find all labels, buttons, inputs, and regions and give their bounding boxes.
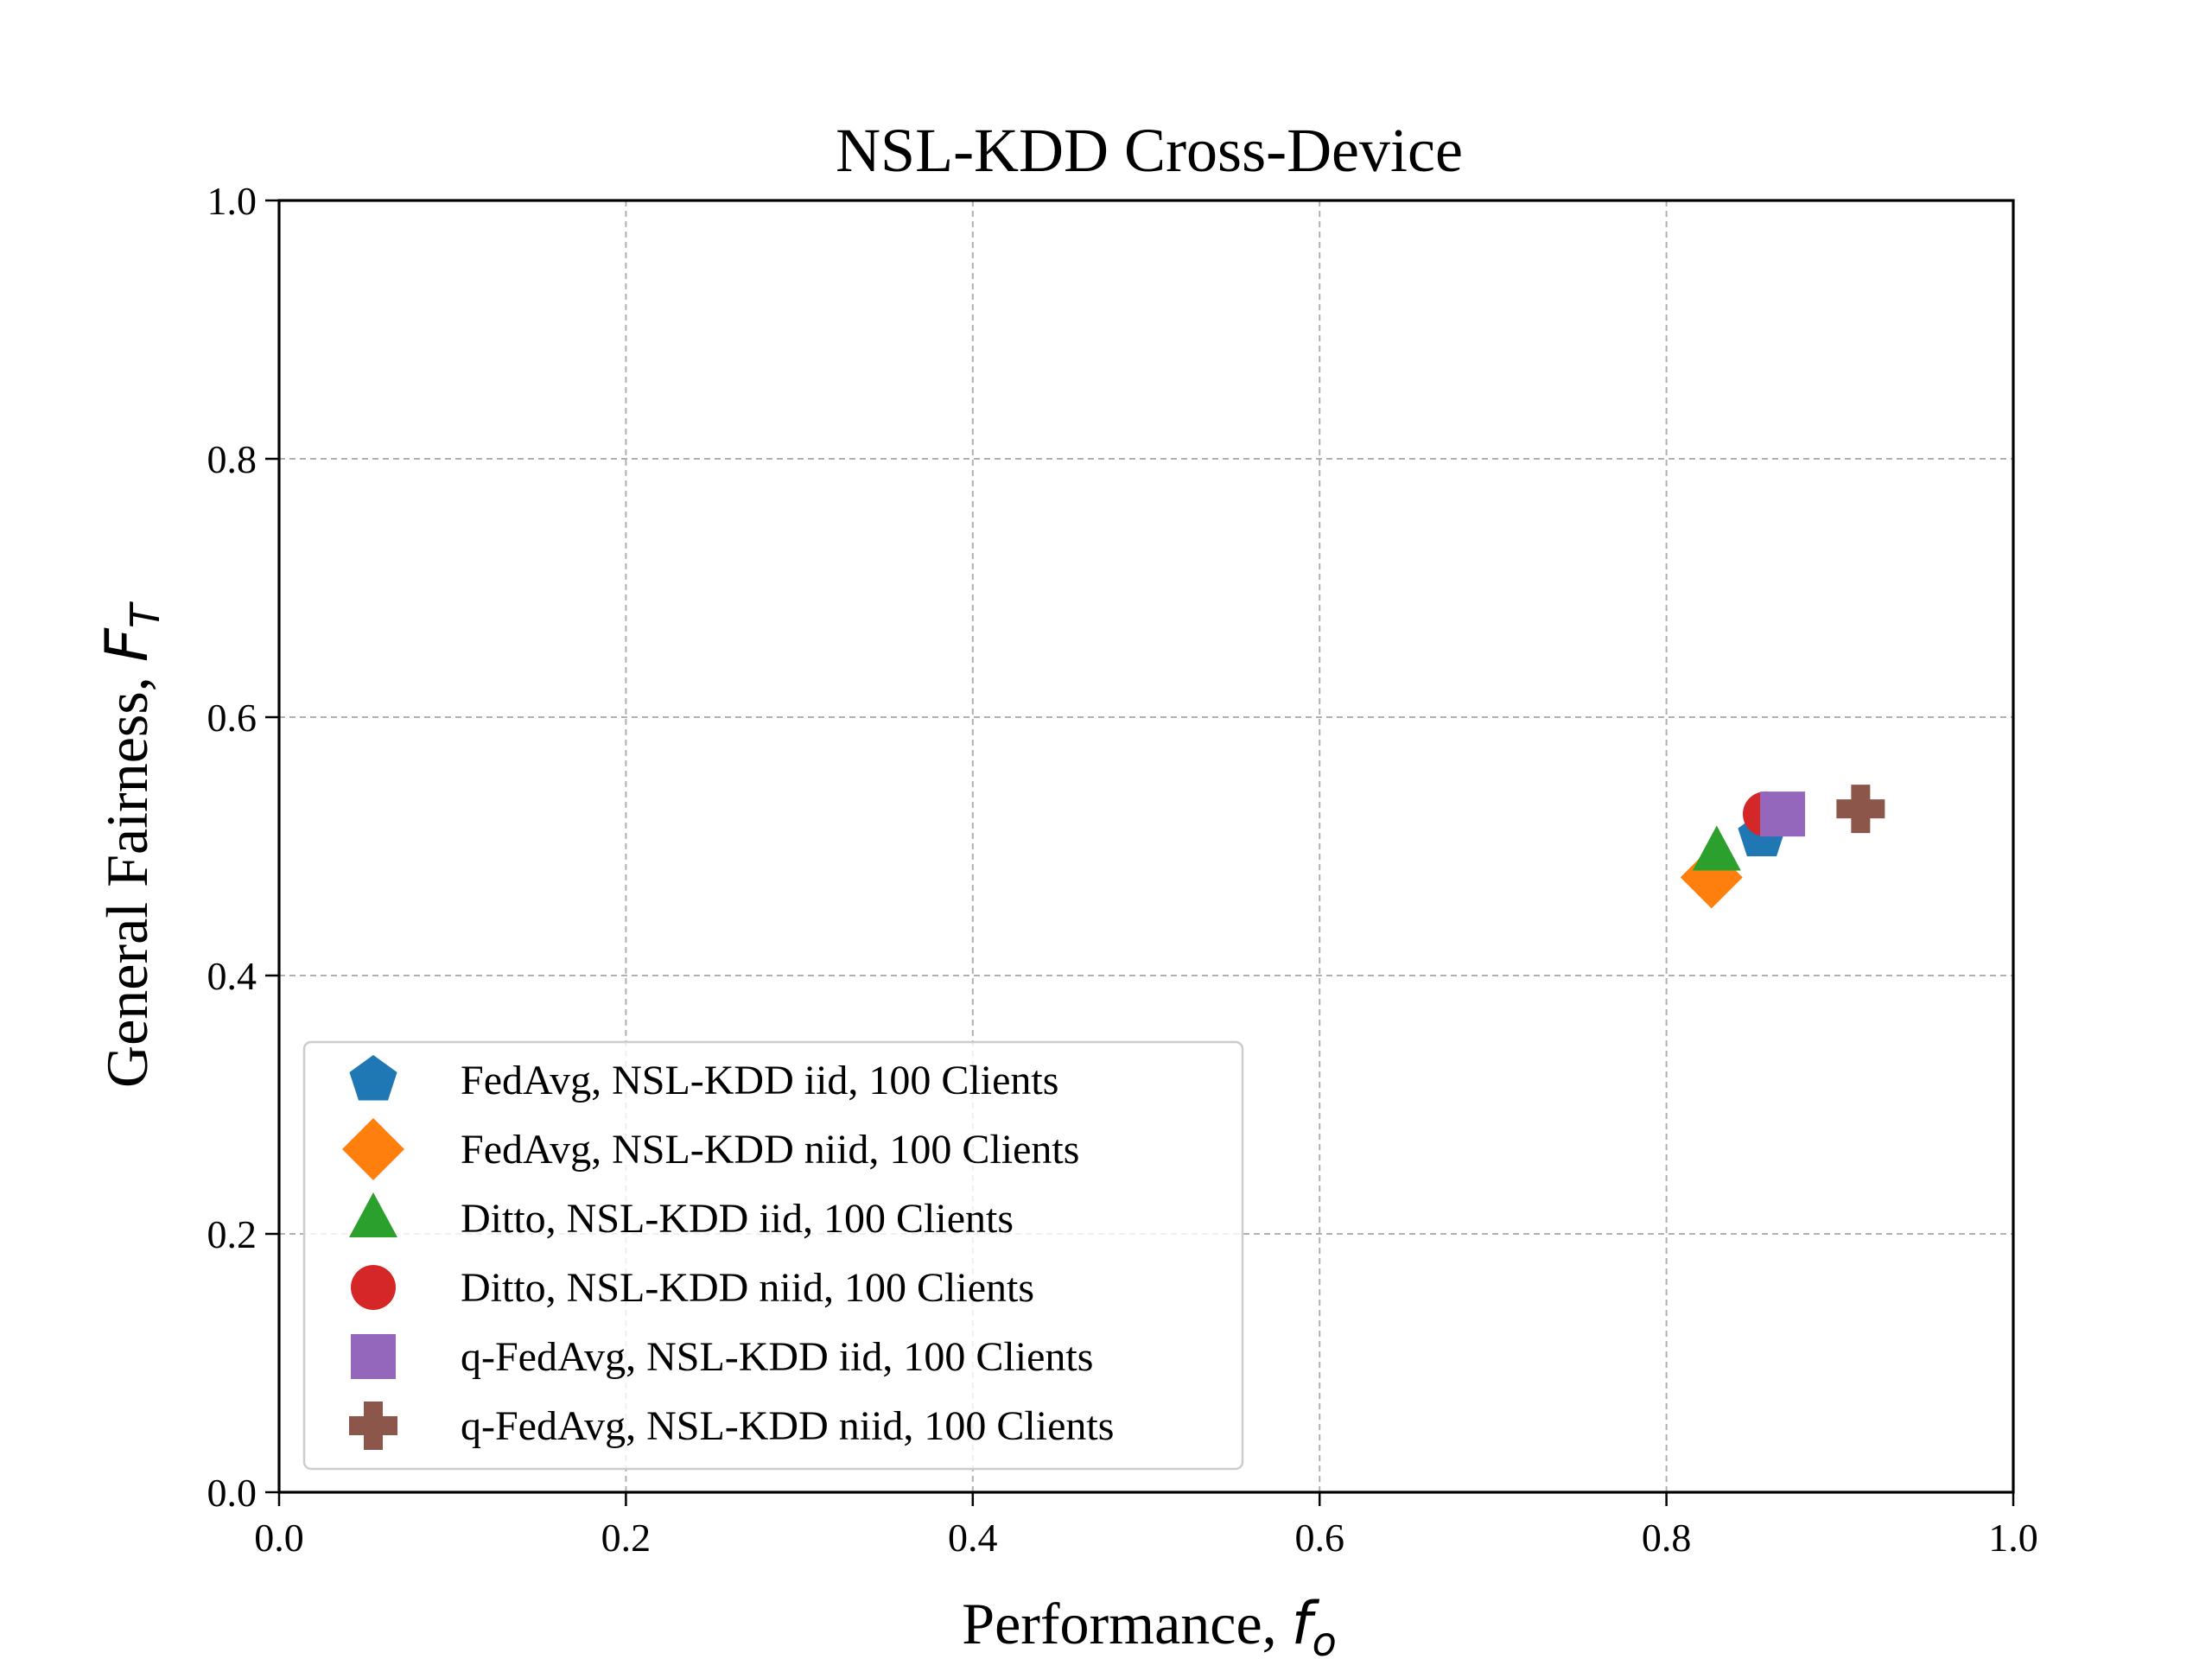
- legend-marker-pentagon: [349, 1055, 397, 1101]
- legend-marker-plus: [349, 1402, 397, 1450]
- legend-marker-circle: [351, 1265, 396, 1310]
- legend-label: Ditto, NSL-KDD niid, 100 Clients: [461, 1265, 1034, 1311]
- x-tick-label: 0.6: [1294, 1516, 1344, 1560]
- legend-item: FedAvg, NSL-KDD niid, 100 Clients: [342, 1118, 1079, 1180]
- data-point-triangle: [1692, 825, 1741, 871]
- data-point-plus: [1836, 785, 1885, 834]
- y-tick-label: 0.2: [207, 1212, 257, 1256]
- y-axis-label: General Fairness, FT: [93, 601, 168, 1088]
- legend-item: Ditto, NSL-KDD iid, 100 Clients: [349, 1192, 1014, 1242]
- x-tick-label: 1.0: [1988, 1516, 2038, 1560]
- legend: FedAvg, NSL-KDD iid, 100 Clients FedAvg, …: [302, 1040, 1244, 1471]
- legend-box: [302, 1040, 1244, 1471]
- chart-title: NSL-KDD Cross-Device: [836, 116, 1463, 185]
- data-point-square: [1760, 791, 1806, 837]
- legend-label: FedAvg, NSL-KDD niid, 100 Clients: [461, 1127, 1079, 1173]
- x-axis-label: Performance, fo: [962, 1590, 1336, 1659]
- legend-item: q-FedAvg, NSL-KDD niid, 100 Clients: [349, 1402, 1114, 1450]
- data-points: [1680, 785, 1885, 909]
- legend-item: Ditto, NSL-KDD niid, 100 Clients: [351, 1265, 1034, 1311]
- y-tick-label: 0.0: [207, 1471, 257, 1515]
- axis-ticks: 0.0 0.2 0.4 0.6 0.8 1.0 0.0 0.2 0.4 0.6 0.8 1.0: [207, 179, 2038, 1560]
- plot-area-frame: [277, 199, 2015, 1494]
- x-tick-label: 0.8: [1642, 1516, 1692, 1560]
- grid-lines: [279, 200, 2013, 1492]
- x-tick-label: 0.0: [254, 1516, 304, 1560]
- legend-label: q-FedAvg, NSL-KDD iid, 100 Clients: [461, 1334, 1093, 1380]
- legend-marker-square: [351, 1334, 396, 1379]
- legend-marker-diamond: [342, 1118, 404, 1180]
- legend-item: q-FedAvg, NSL-KDD iid, 100 Clients: [351, 1334, 1093, 1380]
- legend-item: FedAvg, NSL-KDD iid, 100 Clients: [349, 1055, 1058, 1103]
- y-tick-label: 0.4: [207, 954, 257, 998]
- x-tick-label: 0.2: [601, 1516, 652, 1560]
- y-tick-label: 1.0: [207, 179, 257, 223]
- x-tick-label: 0.4: [948, 1516, 998, 1560]
- y-tick-label: 0.8: [207, 437, 257, 481]
- y-tick-label: 0.6: [207, 696, 257, 740]
- legend-label: FedAvg, NSL-KDD iid, 100 Clients: [461, 1058, 1058, 1103]
- legend-marker-triangle: [349, 1192, 397, 1237]
- legend-label: q-FedAvg, NSL-KDD niid, 100 Clients: [461, 1403, 1114, 1449]
- legend-label: Ditto, NSL-KDD iid, 100 Clients: [461, 1196, 1014, 1242]
